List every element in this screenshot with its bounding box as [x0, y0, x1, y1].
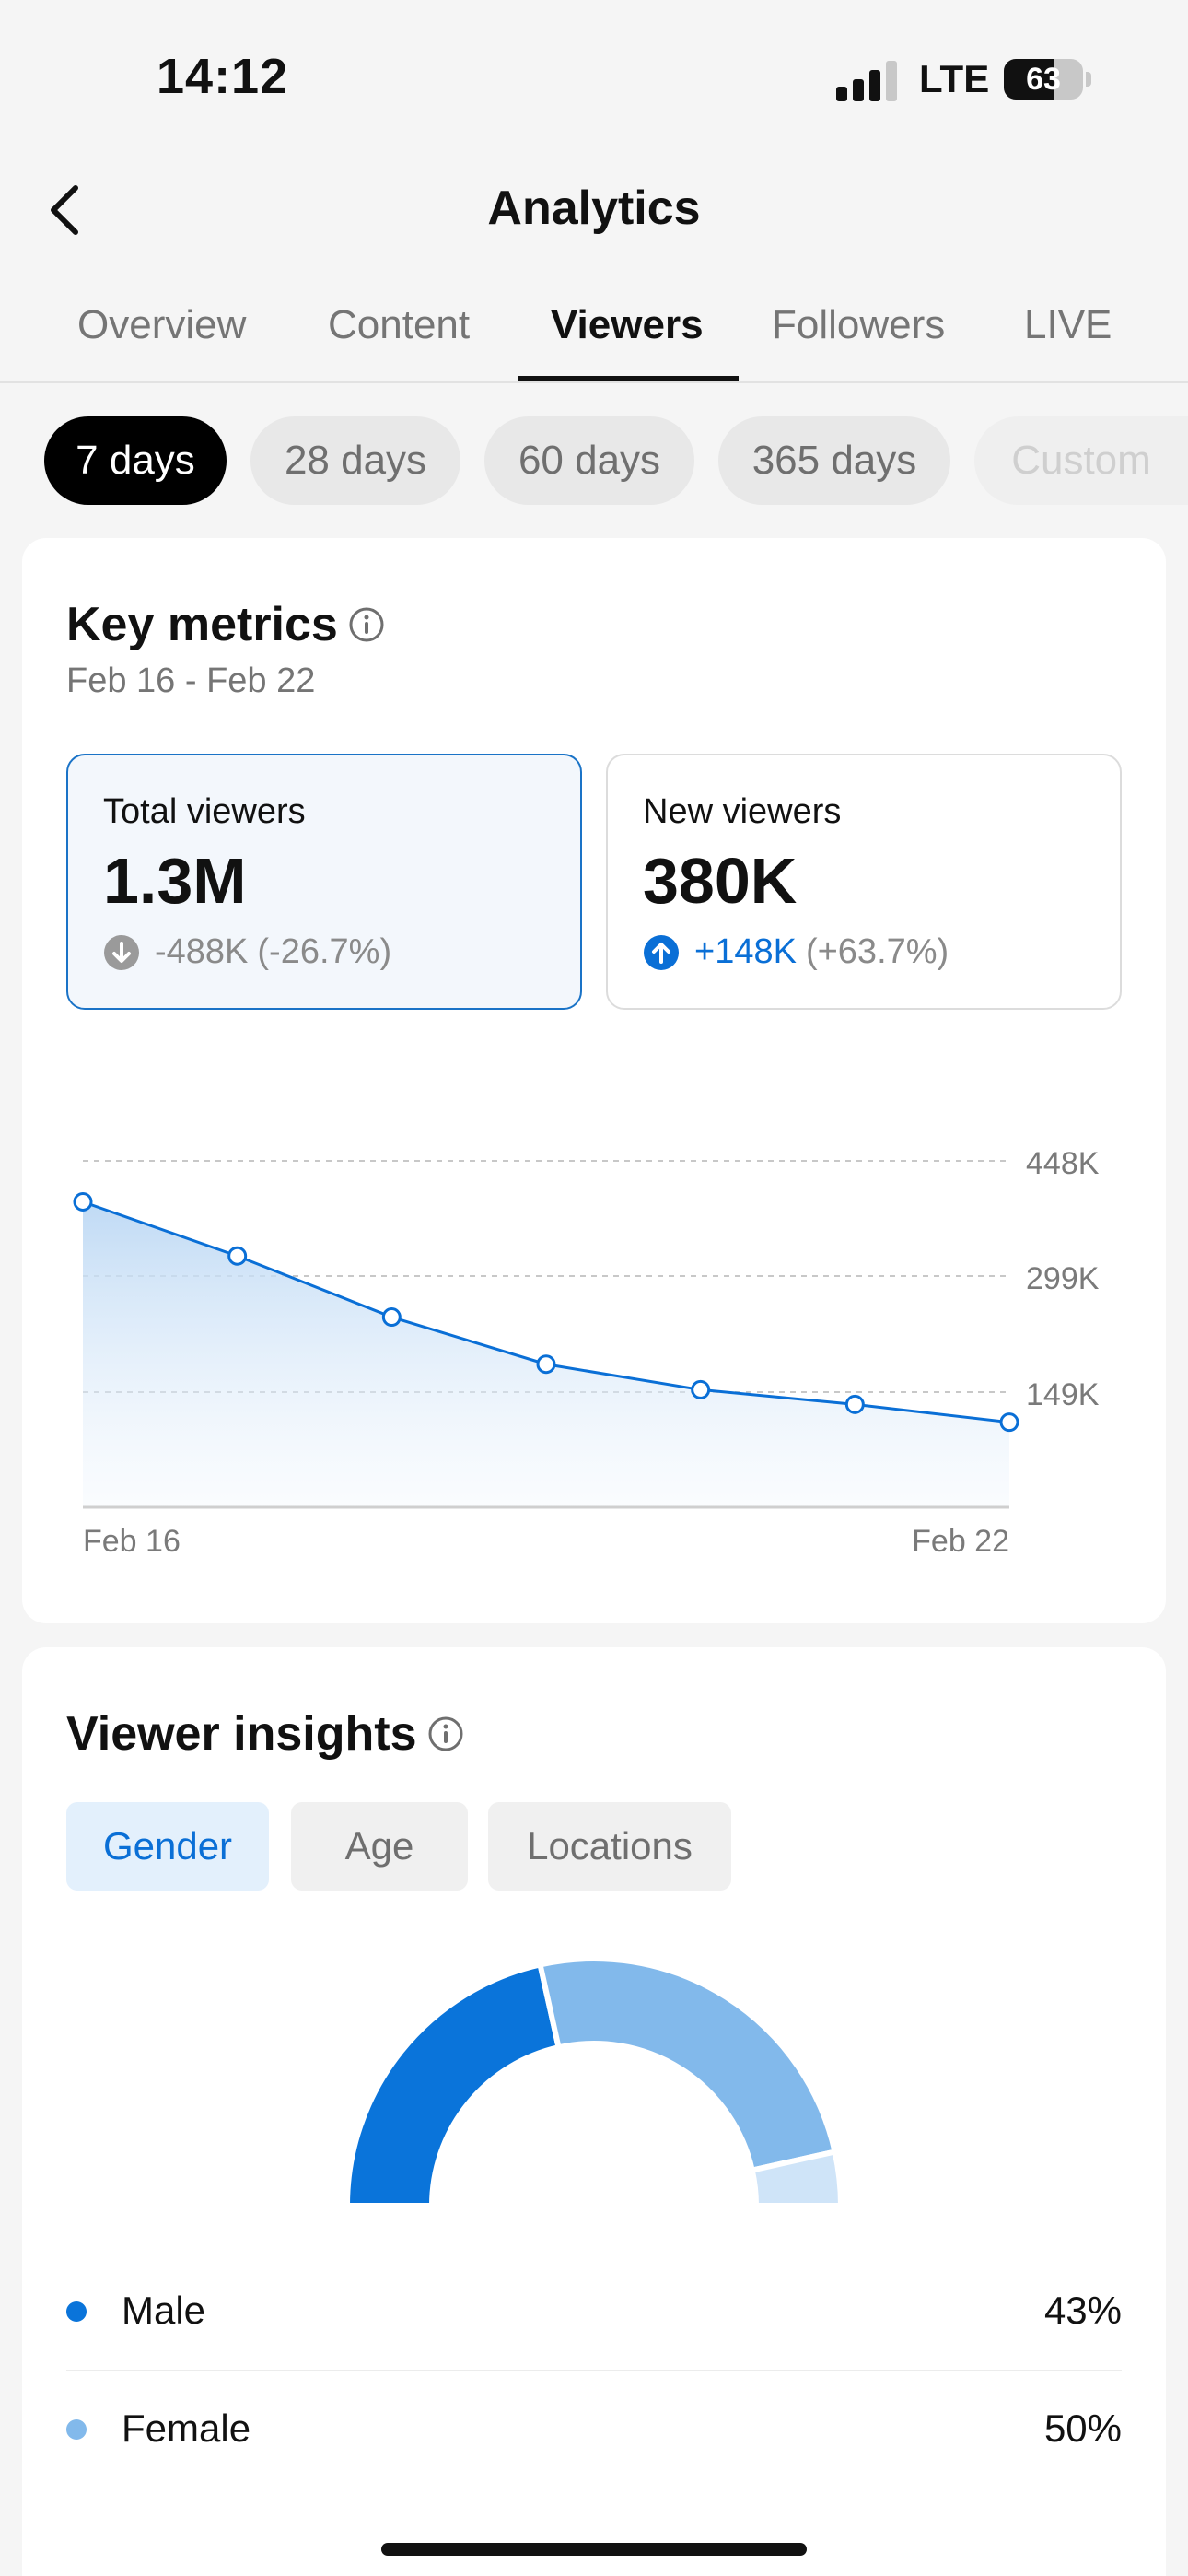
analytics-tabs: Overview Content Viewers Followers LIVE: [0, 276, 1188, 383]
data-point[interactable]: [73, 1191, 93, 1212]
tab-viewers[interactable]: Viewers: [551, 302, 704, 347]
data-point[interactable]: [691, 1379, 711, 1399]
viewers-area-chart: 448K 299K 149K Feb 16 Feb 22: [73, 1146, 1100, 1559]
legend-value: 43%: [1043, 2289, 1122, 2332]
info-icon[interactable]: [348, 606, 385, 643]
x-tick-label: Feb 16: [83, 1524, 181, 1559]
date-range: Feb 16 - Feb 22: [66, 662, 316, 700]
arrow-down-icon: [104, 934, 139, 970]
total-viewers-metric[interactable]: Total viewers 1.3M -488K (-26.7%): [66, 754, 582, 1010]
key-metrics-card: Key metrics Feb 16 - Feb 22 Total viewer…: [22, 538, 1166, 1623]
change-percent: (-26.7%): [257, 932, 392, 971]
y-tick-label: 149K: [1026, 1377, 1100, 1412]
arrow-up-icon: [644, 934, 679, 970]
metric-label: New viewers: [643, 792, 842, 831]
donut-slice-female[interactable]: [536, 1956, 839, 2174]
x-tick-label: Feb 22: [912, 1524, 1009, 1559]
gender-donut-chart: [344, 1956, 844, 2208]
segment-gender[interactable]: Gender: [66, 1802, 269, 1891]
metric-change: -488K (-26.7%): [103, 932, 391, 972]
segment-locations[interactable]: Locations: [488, 1802, 731, 1891]
data-point[interactable]: [227, 1246, 248, 1266]
legend-dot: [66, 2301, 87, 2322]
y-tick-label: 299K: [1026, 1261, 1100, 1296]
legend-value: 50%: [1043, 2406, 1122, 2450]
home-indicator: [381, 2543, 807, 2556]
period-365-days[interactable]: 365 days: [718, 416, 950, 505]
tab-content[interactable]: Content: [328, 302, 471, 347]
donut-slice-other[interactable]: [749, 2148, 844, 2208]
tab-followers[interactable]: Followers: [772, 302, 946, 347]
cellular-signal-icon: [836, 61, 897, 101]
metric-change: +148K (+63.7%): [643, 932, 949, 972]
key-metrics-title: Key metrics: [66, 598, 338, 651]
chevron-left-icon: [51, 185, 78, 235]
metric-value: 1.3M: [103, 845, 247, 917]
segment-age[interactable]: Age: [291, 1802, 468, 1891]
legend-label: Male: [122, 2289, 206, 2332]
data-point[interactable]: [844, 1394, 865, 1414]
active-tab-indicator: [518, 376, 739, 381]
y-tick-label: 448K: [1026, 1146, 1100, 1181]
change-value: -488K: [155, 932, 249, 971]
data-point[interactable]: [381, 1307, 402, 1328]
legend-label: Female: [122, 2406, 251, 2450]
info-icon[interactable]: [427, 1715, 464, 1752]
legend-divider: [66, 2370, 1122, 2371]
period-custom[interactable]: Custom: [974, 416, 1188, 505]
battery-level: 63: [1026, 62, 1061, 97]
status-bar: 14:12 LTE 63: [0, 0, 1188, 157]
period-60-days[interactable]: 60 days: [484, 416, 694, 505]
tab-overview[interactable]: Overview: [77, 302, 247, 347]
viewer-insights-title: Viewer insights: [66, 1707, 417, 1761]
legend-item-female: Female 50%: [66, 2371, 1122, 2488]
back-button[interactable]: [37, 177, 92, 243]
metric-value: 380K: [643, 845, 798, 917]
data-point[interactable]: [999, 1412, 1019, 1433]
period-28-days[interactable]: 28 days: [250, 416, 460, 505]
legend-dot: [66, 2419, 87, 2440]
series-area: [83, 1201, 1009, 1507]
status-time: 14:12: [157, 49, 289, 104]
tab-live[interactable]: LIVE: [1024, 302, 1112, 347]
metric-label: Total viewers: [103, 792, 306, 831]
battery-icon: 63: [1004, 59, 1091, 100]
page-title: Analytics: [487, 181, 701, 235]
data-point[interactable]: [536, 1354, 556, 1375]
change-percent: (+63.7%): [805, 932, 949, 971]
new-viewers-metric[interactable]: New viewers 380K +148K (+63.7%): [606, 754, 1122, 1010]
viewer-insights-card: Viewer insights Gender Age Locations Mal…: [22, 1647, 1166, 2576]
donut-slice-male[interactable]: [344, 1961, 563, 2208]
network-type: LTE: [919, 57, 990, 100]
period-7-days[interactable]: 7 days: [44, 416, 227, 505]
legend-item-male: Male 43%: [66, 2254, 1122, 2370]
change-value: +148K: [694, 932, 797, 971]
